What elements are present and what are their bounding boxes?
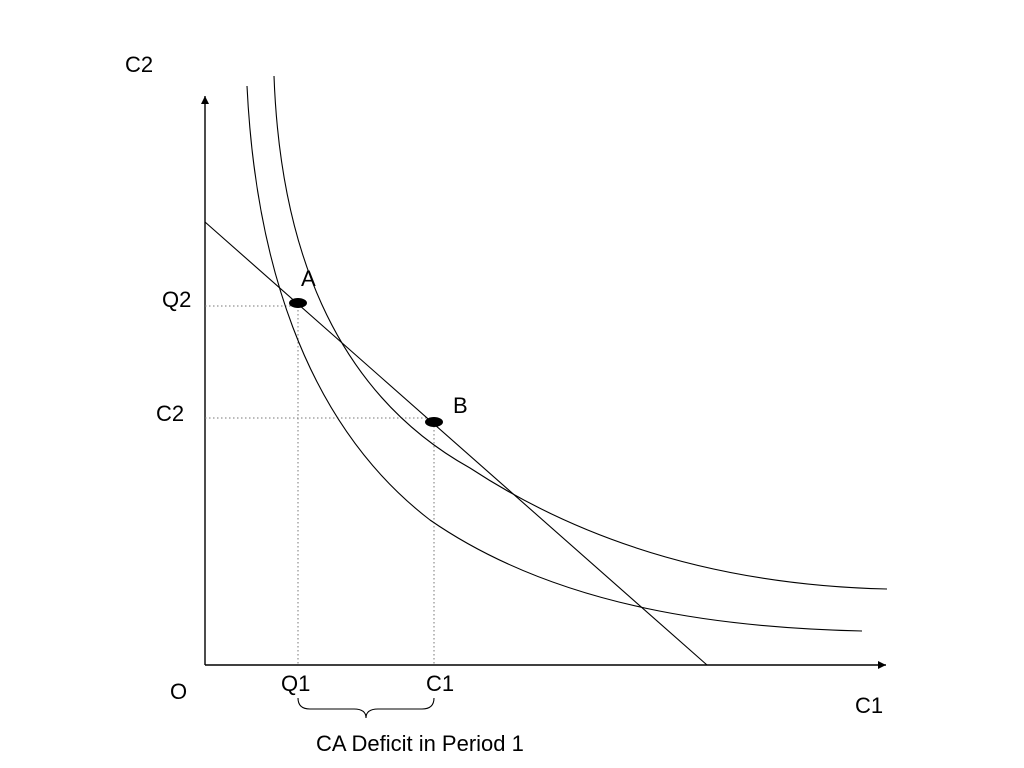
indifference-curve-lower	[246, 85, 863, 632]
point-b-marker	[425, 417, 443, 427]
x-axis-label: C1	[855, 693, 883, 718]
y-axis-label: C2	[125, 52, 153, 77]
budget-line	[204, 221, 708, 666]
ca-deficit-brace	[297, 697, 435, 719]
origin-label: O	[170, 679, 187, 704]
tick-label-q2: Q2	[162, 287, 191, 312]
point-b-label: B	[453, 393, 468, 418]
point-a-marker	[289, 298, 307, 308]
tick-label-c1: C1	[426, 671, 454, 696]
ca-deficit-label: CA Deficit in Period 1	[316, 731, 524, 756]
tick-label-c2: C2	[156, 401, 184, 426]
point-a-label: A	[301, 266, 316, 291]
indifference-curve-upper	[273, 75, 888, 590]
tick-label-q1: Q1	[281, 671, 310, 696]
